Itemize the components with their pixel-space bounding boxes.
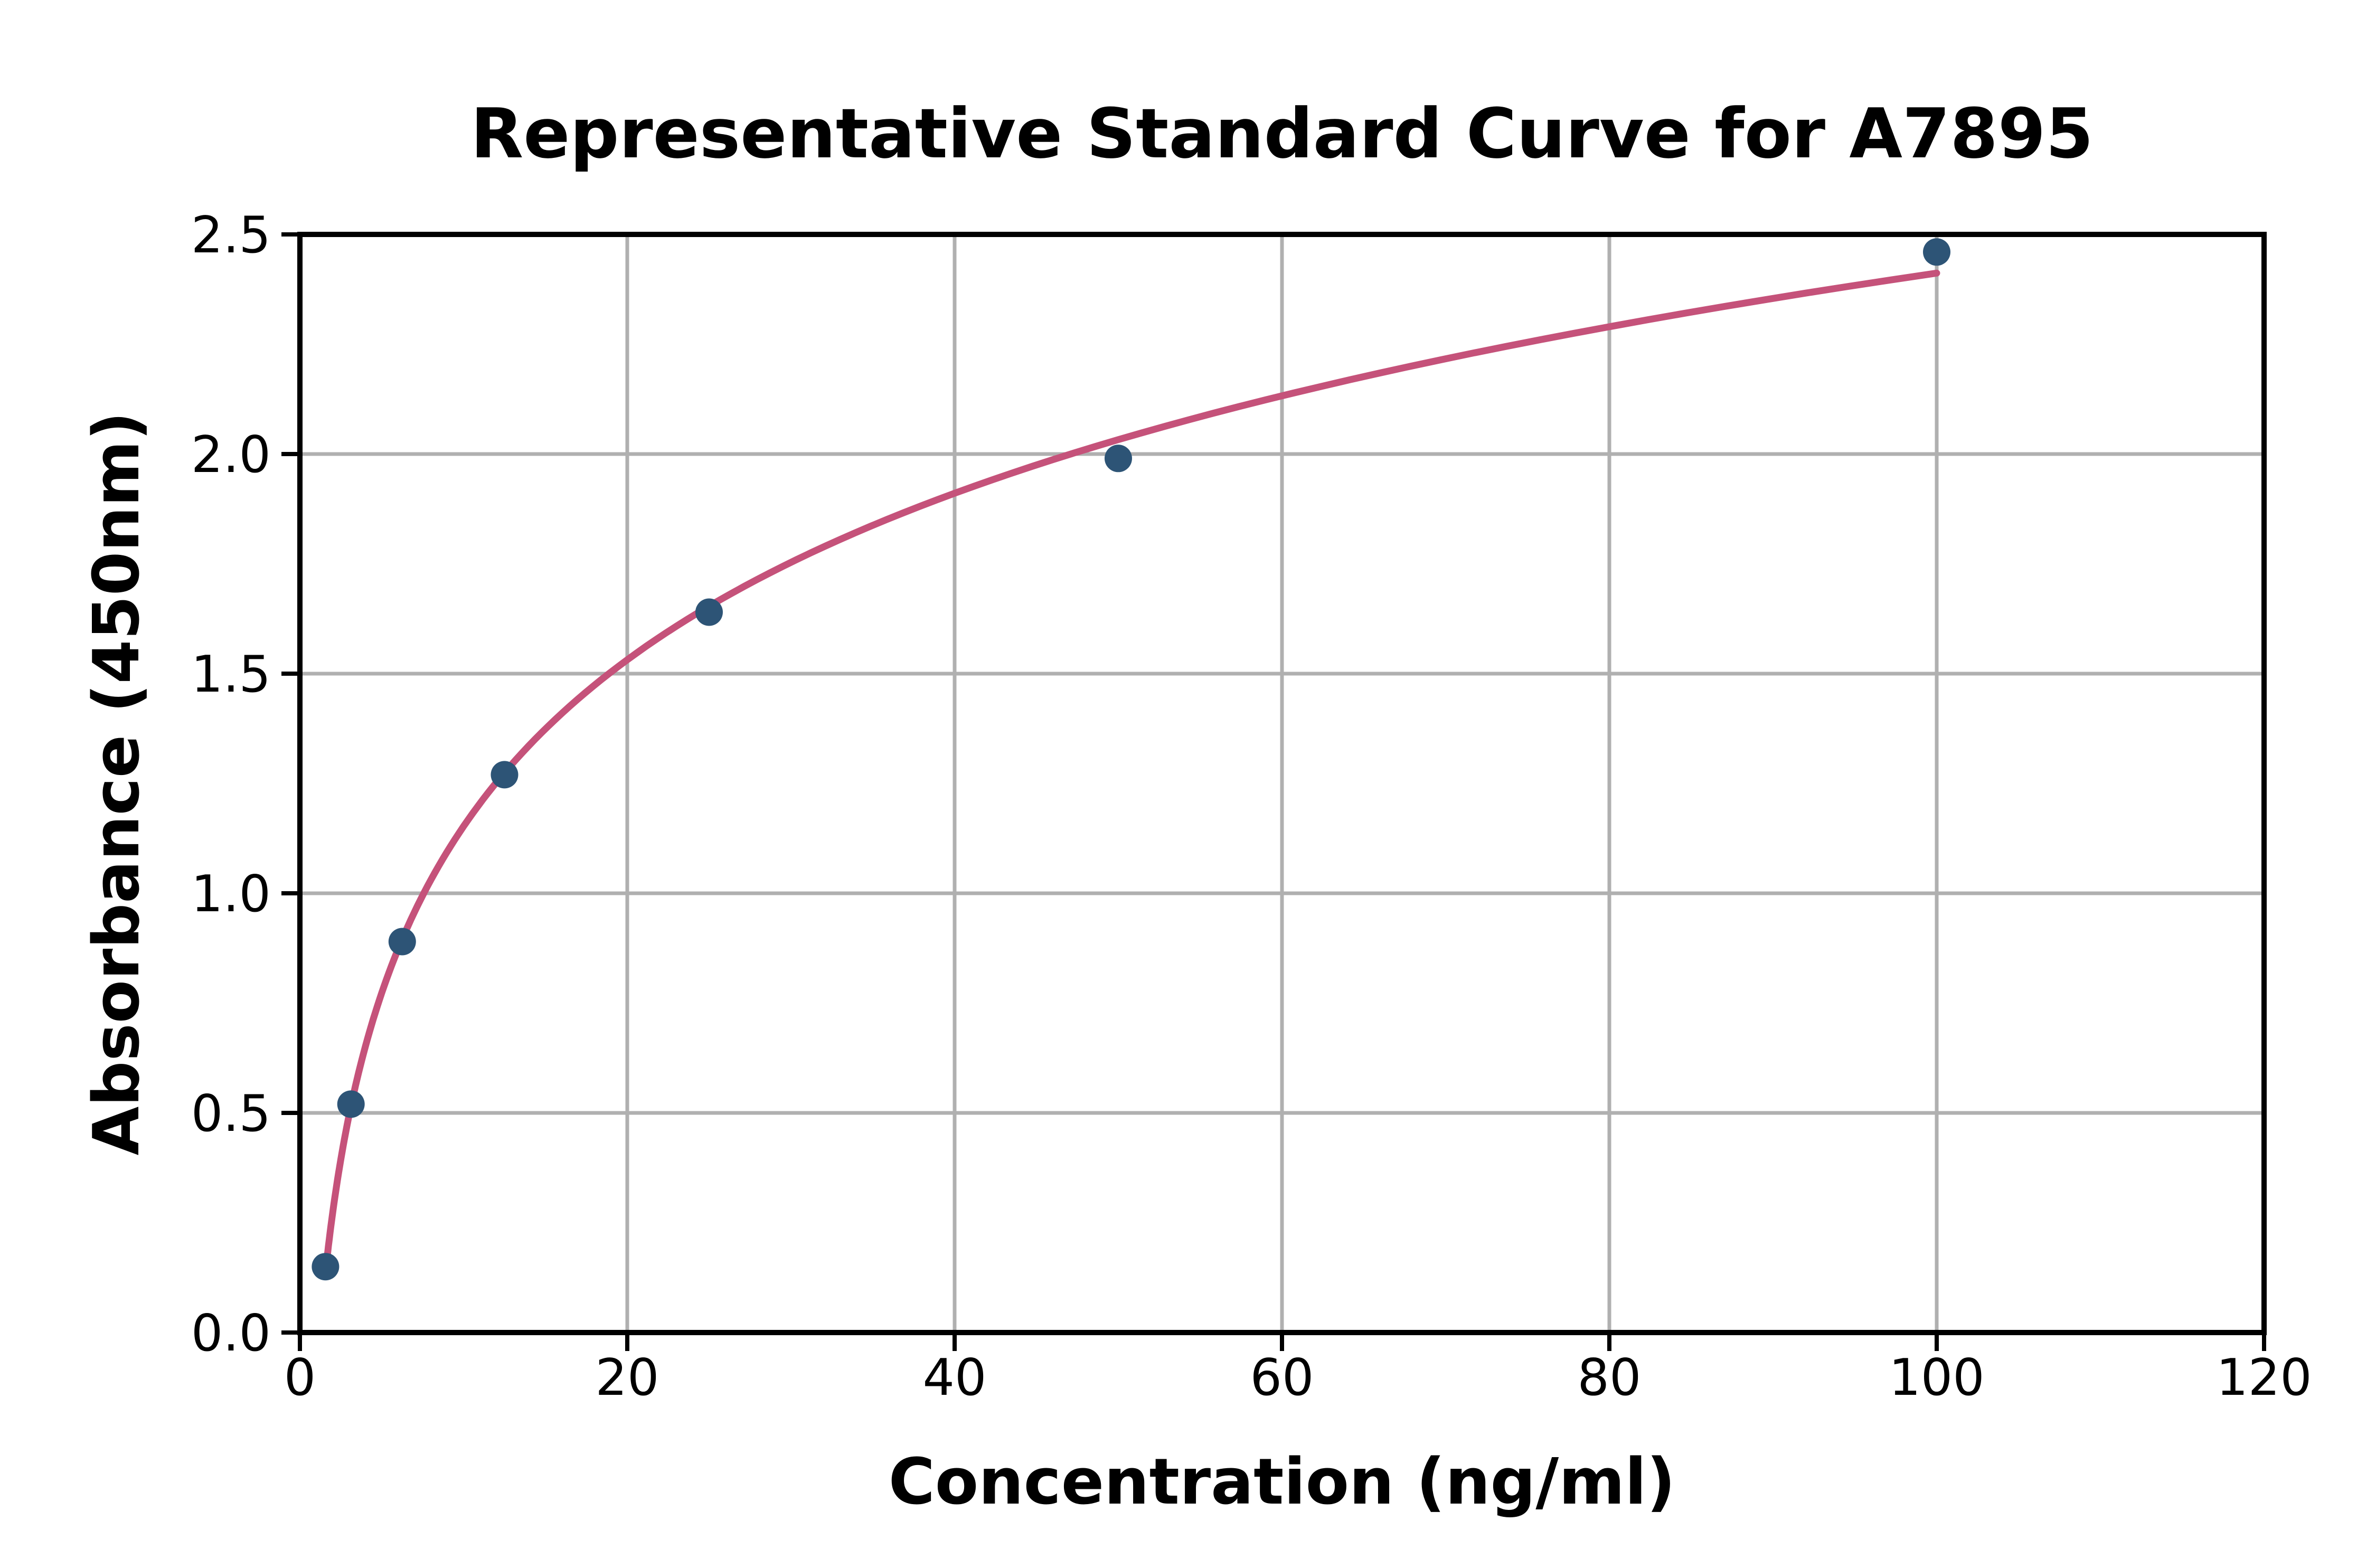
- x-tick-label: 100: [1889, 1349, 1984, 1407]
- chart-title: Representative Standard Curve for A7895: [470, 93, 2094, 174]
- y-tick-label: 1.5: [191, 646, 271, 704]
- y-tick-label: 0.0: [191, 1305, 271, 1363]
- data-point: [312, 1253, 340, 1281]
- x-tick-label: 0: [284, 1349, 316, 1407]
- x-tick-label: 40: [923, 1349, 987, 1407]
- x-tick-label: 80: [1578, 1349, 1642, 1407]
- data-points-layer: [312, 238, 1950, 1281]
- plot-border: [297, 232, 2267, 1335]
- y-tick-label: 1.0: [191, 865, 271, 923]
- data-point: [1105, 445, 1132, 473]
- x-axis-label: Concentration (ng/ml): [889, 1446, 1676, 1519]
- y-tick-label: 2.5: [191, 206, 271, 265]
- x-tick-label: 120: [2216, 1349, 2312, 1407]
- data-point: [337, 1090, 365, 1118]
- ticks-layer: 0 20 40 60 80 100 120 0.0 0.5 1.0 1.5 2.0 2.5: [191, 206, 2312, 1407]
- y-tick-label: 2.0: [191, 426, 271, 484]
- plot-frame-layer: [297, 232, 2267, 1335]
- data-point: [491, 761, 518, 789]
- data-point: [1923, 238, 1950, 266]
- data-point: [388, 928, 416, 956]
- y-axis-label: Absorbance (450nm): [80, 411, 154, 1155]
- x-tick-label: 60: [1250, 1349, 1314, 1407]
- x-tick-label: 20: [596, 1349, 659, 1407]
- y-tick-label: 0.5: [191, 1085, 271, 1143]
- data-point: [695, 598, 723, 626]
